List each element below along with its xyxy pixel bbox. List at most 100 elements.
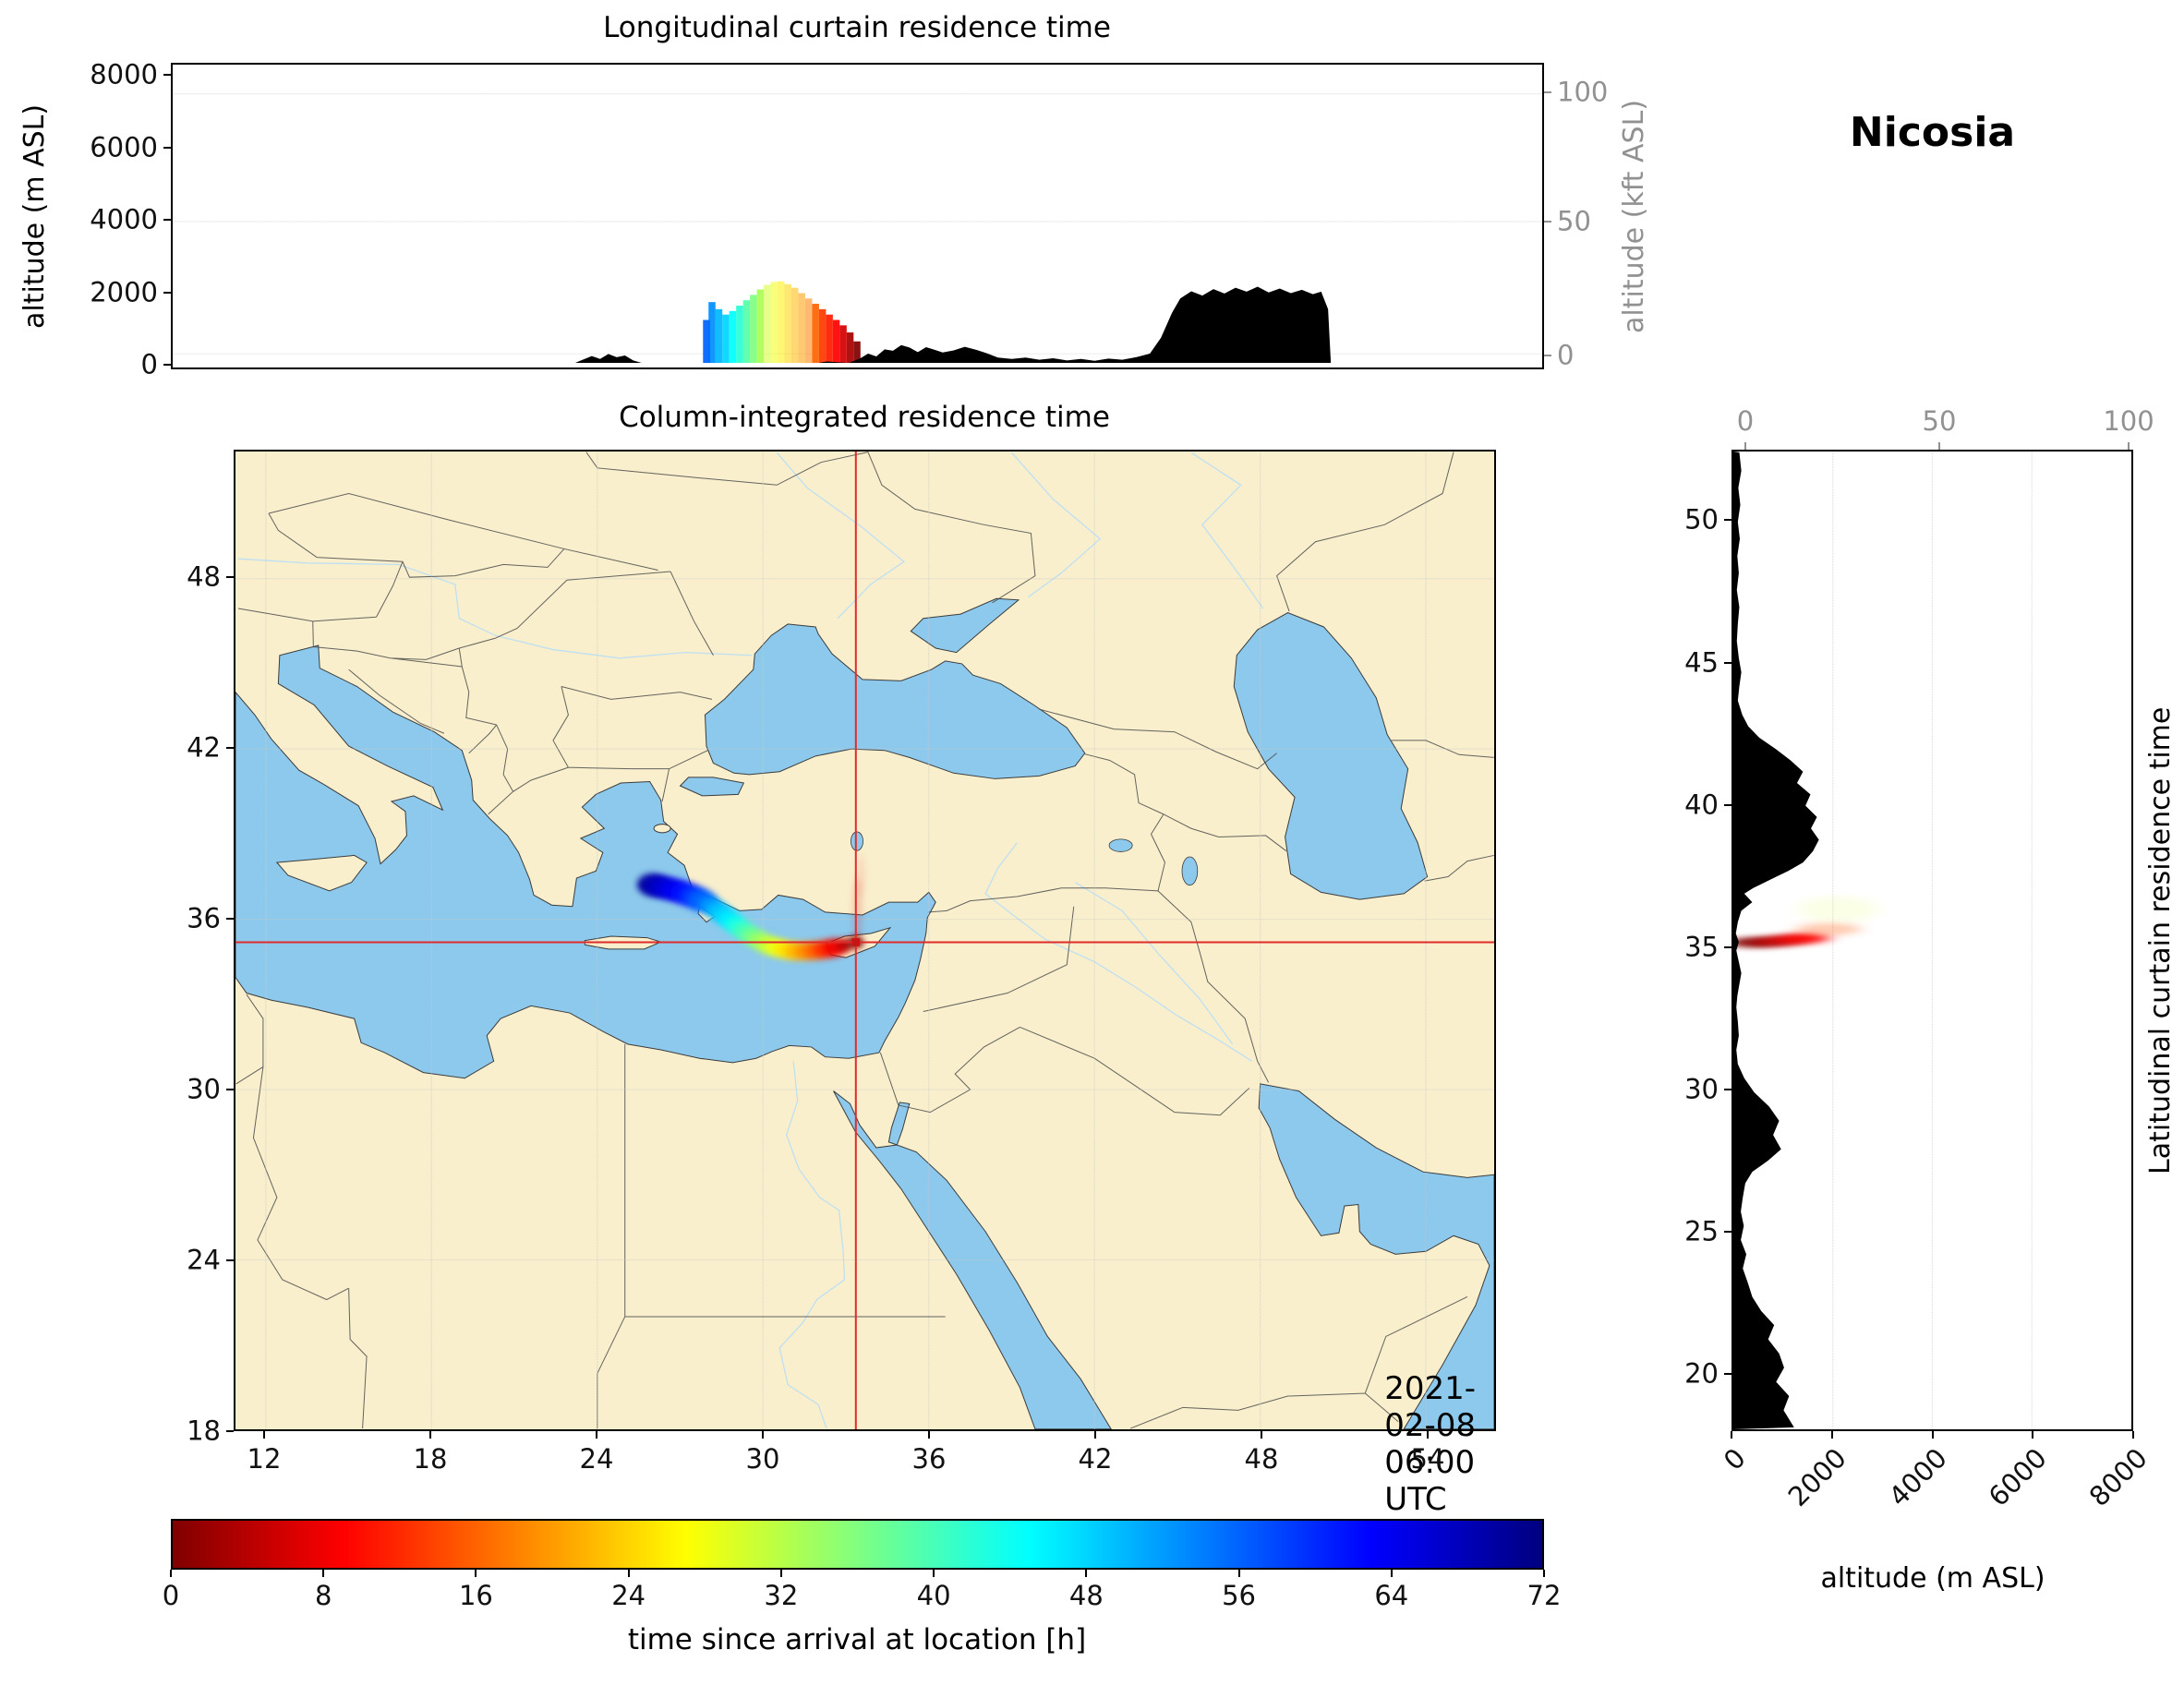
sea-of-marmara (681, 777, 744, 796)
residence-time-plume (636, 853, 865, 960)
station-title: Nicosia (1849, 109, 2016, 156)
tick-label: 32 (764, 1580, 799, 1611)
tick-mark (1724, 1373, 1732, 1376)
tick-mark (322, 1570, 325, 1577)
tick-mark (226, 1259, 234, 1262)
tick-mark (1931, 1431, 1934, 1439)
tick-mark (1544, 355, 1551, 356)
tick-label: 50 (1922, 405, 1957, 437)
tick-mark (1544, 91, 1551, 93)
tick-label: 25 (1684, 1215, 1719, 1247)
terrain-profile (1733, 452, 1819, 1429)
tick-label: 30 (745, 1443, 780, 1475)
tick-label: 40 (1684, 789, 1719, 821)
colorbar-label: time since arrival at location [h] (627, 1623, 1087, 1656)
tick-mark (226, 747, 234, 750)
tick-label: 16 (458, 1580, 493, 1611)
tick-mark (779, 1570, 782, 1577)
map-panel-title: Column-integrated residence time (619, 401, 1110, 434)
lake-van (1109, 839, 1132, 852)
tick-label: 56 (1222, 1580, 1256, 1611)
tick-label: 12 (247, 1443, 282, 1475)
tick-mark (1724, 803, 1732, 806)
red-sea (834, 1091, 1112, 1429)
longitudinal-ylabel-left: altitude (m ASL) (18, 103, 51, 329)
tick-mark (2032, 1431, 2034, 1439)
tick-label: 6000 (90, 131, 158, 163)
rivers (238, 452, 1263, 1428)
tick-label: 64 (1374, 1580, 1409, 1611)
tick-label: 42 (1078, 1443, 1113, 1475)
tick-label: 48 (187, 560, 221, 593)
tick-label: 0 (1557, 339, 1575, 371)
tick-label: 50 (1557, 205, 1591, 237)
black-sea (705, 624, 1084, 779)
tick-mark (226, 576, 234, 579)
tick-mark (627, 1570, 630, 1577)
tick-label: 8 (314, 1580, 332, 1611)
tick-label: 36 (911, 1443, 947, 1475)
grid-lines (173, 94, 1542, 355)
map-grid-lines (235, 452, 1494, 1429)
tick-label: 45 (1684, 646, 1719, 679)
tick-mark (1724, 1089, 1732, 1091)
tick-mark (1830, 1431, 1833, 1439)
tick-mark (933, 1570, 935, 1577)
tick-mark (226, 1089, 234, 1091)
tick-mark (163, 74, 171, 76)
tick-label: 18 (187, 1415, 221, 1447)
timestamp-label: 2021-02-08 06:00 UTC (1384, 1370, 1476, 1518)
latitudinal-panel-title: Latitudinal curtain residence time (2144, 706, 2177, 1174)
tick-mark (1427, 1431, 1429, 1439)
tick-mark (1938, 442, 1940, 450)
longitudinal-panel-title: Longitudinal curtain residence time (603, 11, 1111, 44)
tick-mark (928, 1431, 930, 1439)
receptor-crosshair (235, 452, 1494, 1429)
tick-label: 0 (1717, 1441, 1752, 1476)
tick-label: 2000 (1781, 1441, 1852, 1513)
islands (277, 825, 890, 957)
country-borders (236, 452, 1494, 1428)
gulf-of-aqaba (888, 1102, 909, 1145)
latitudinal-xlabel: altitude (m ASL) (1820, 1562, 2045, 1595)
tick-label: 48 (1068, 1580, 1104, 1611)
tick-label: 42 (187, 731, 221, 764)
tick-mark (762, 1431, 764, 1439)
tick-label: 4000 (1882, 1441, 1953, 1513)
tick-label: 100 (2103, 405, 2154, 437)
lakes (851, 832, 1197, 885)
tick-mark (1731, 1431, 1732, 1439)
mediterranean-sea (235, 645, 935, 1078)
tick-mark (163, 291, 171, 294)
seas (235, 598, 1494, 1428)
tick-label: 54 (1410, 1443, 1445, 1475)
tick-mark (1724, 519, 1732, 522)
tick-label: 30 (1684, 1073, 1719, 1105)
tick-mark (1261, 1431, 1262, 1439)
lake-urmia (1182, 857, 1198, 885)
tick-mark (1724, 1231, 1732, 1234)
lesbos (654, 825, 670, 833)
tick-mark (170, 1570, 172, 1577)
latitudinal-curtain-plot (1733, 452, 2131, 1429)
tick-label: 100 (1557, 76, 1609, 108)
tick-label: 30 (187, 1073, 221, 1105)
tick-label: 24 (579, 1443, 614, 1475)
tick-label: 0 (162, 1580, 180, 1611)
tick-mark (1744, 442, 1746, 450)
grid-lines (1833, 452, 2033, 1429)
longitudinal-curtain-panel (171, 63, 1544, 369)
tick-label: 24 (187, 1244, 221, 1276)
lake-tuz (851, 832, 863, 850)
tick-label: 50 (1684, 503, 1719, 536)
tick-mark (1390, 1570, 1393, 1577)
tick-mark (596, 1431, 597, 1439)
tick-label: 8000 (90, 58, 158, 90)
tick-mark (1543, 1570, 1545, 1577)
tick-mark (226, 918, 234, 921)
tick-mark (2128, 442, 2130, 450)
residence-time-curtain (1733, 897, 1878, 947)
longitudinal-curtain-plot (173, 65, 1542, 364)
tick-mark (1544, 221, 1551, 223)
tick-mark (163, 364, 171, 366)
